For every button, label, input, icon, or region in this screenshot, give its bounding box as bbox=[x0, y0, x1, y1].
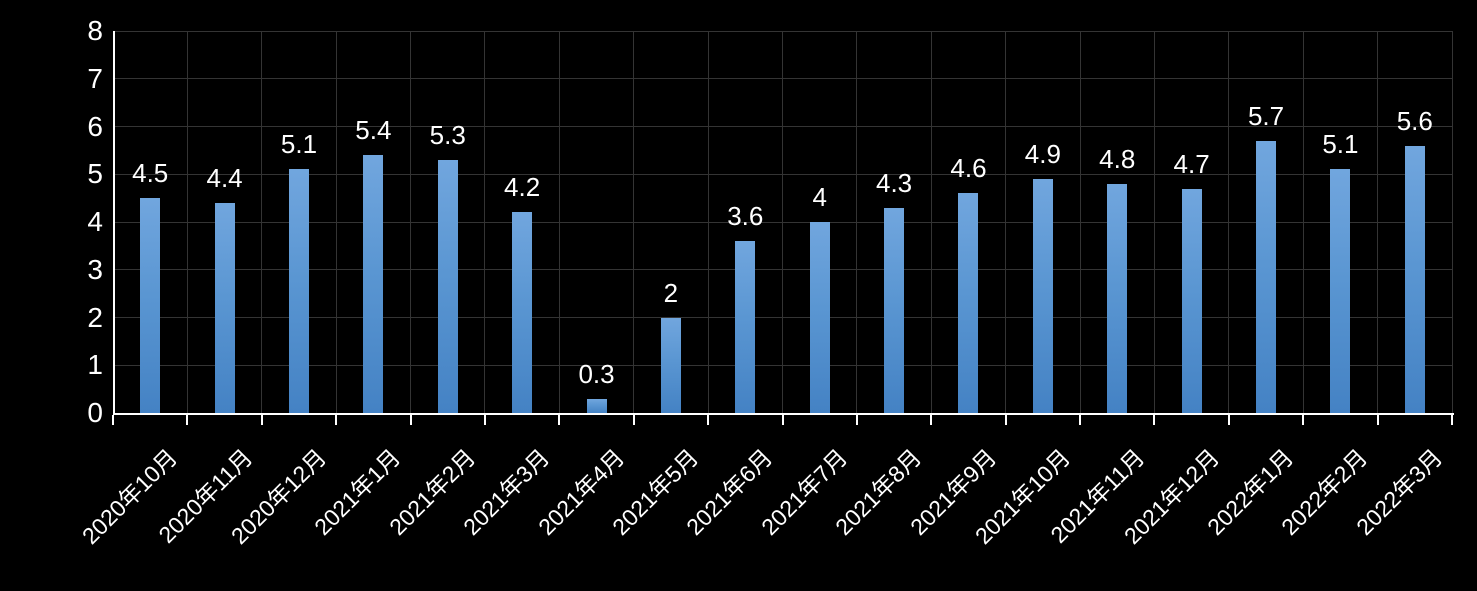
x-axis-tick-mark bbox=[335, 415, 338, 425]
x-axis-tick-mark bbox=[1079, 415, 1082, 425]
vertical-gridline bbox=[484, 31, 486, 413]
bar-value-label: 5.1 bbox=[280, 129, 318, 160]
y-axis-tick-label: 1 bbox=[87, 349, 103, 381]
vertical-gridline bbox=[633, 31, 635, 413]
x-axis-tick-mark bbox=[1302, 415, 1305, 425]
vertical-gridline bbox=[335, 31, 337, 413]
vertical-gridline bbox=[1079, 31, 1081, 413]
bar-value-label: 5.1 bbox=[1322, 129, 1359, 160]
bar bbox=[1107, 183, 1128, 413]
bar bbox=[660, 317, 681, 413]
bar-value-label: 5.6 bbox=[1396, 105, 1433, 136]
vertical-gridline bbox=[1451, 31, 1453, 413]
vertical-gridline bbox=[558, 31, 560, 413]
vertical-gridline bbox=[410, 31, 412, 413]
y-axis-tick-label: 5 bbox=[87, 158, 103, 190]
bar-value-label: 4.5 bbox=[132, 158, 169, 189]
x-axis-tick-mark bbox=[558, 415, 561, 425]
x-axis-line bbox=[113, 413, 1454, 415]
y-axis-line bbox=[113, 31, 115, 415]
y-axis-tick-label: 7 bbox=[87, 62, 103, 94]
bar-value-label: 5.3 bbox=[429, 119, 466, 150]
bar bbox=[1181, 188, 1202, 413]
bar-value-label: 4.8 bbox=[1099, 143, 1136, 174]
vertical-gridline bbox=[707, 31, 709, 413]
vertical-gridline bbox=[261, 31, 263, 413]
bar bbox=[437, 159, 458, 413]
y-axis-tick-label: 2 bbox=[87, 301, 103, 333]
bar bbox=[1256, 140, 1277, 413]
bar-value-label: 4.3 bbox=[876, 167, 913, 198]
x-axis-tick-mark bbox=[1227, 415, 1230, 425]
vertical-gridline bbox=[1153, 31, 1155, 413]
bar bbox=[1032, 179, 1053, 413]
x-axis-tick-mark bbox=[260, 415, 263, 425]
vertical-gridline bbox=[782, 31, 783, 413]
bar-value-label: 4.6 bbox=[950, 153, 987, 184]
bar bbox=[363, 155, 384, 413]
bar-value-label: 4.7 bbox=[1173, 148, 1210, 179]
bar bbox=[140, 198, 161, 413]
bar-value-label: 0.3 bbox=[578, 358, 615, 389]
y-axis-tick-label: 3 bbox=[87, 253, 103, 285]
x-axis-tick-mark bbox=[112, 415, 114, 425]
vertical-gridline bbox=[1005, 31, 1007, 413]
bar-value-label: 4.4 bbox=[206, 162, 243, 193]
y-axis-tick-label: 6 bbox=[87, 110, 103, 142]
x-axis-tick-mark bbox=[707, 415, 710, 425]
x-axis-tick-mark bbox=[855, 415, 858, 425]
x-axis-tick-mark bbox=[186, 415, 189, 425]
vertical-gridline bbox=[1377, 31, 1379, 413]
bar bbox=[1330, 169, 1351, 413]
bar-value-label: 2 bbox=[663, 277, 679, 308]
bar bbox=[512, 212, 533, 413]
x-axis-tick-mark bbox=[483, 415, 486, 425]
vertical-gridline bbox=[1228, 31, 1230, 413]
vertical-gridline bbox=[930, 31, 932, 413]
bar-value-label: 4.9 bbox=[1024, 139, 1061, 170]
x-axis-tick-mark bbox=[1376, 415, 1379, 425]
vertical-gridline bbox=[186, 31, 188, 413]
bar bbox=[735, 241, 756, 413]
x-axis-tick-mark bbox=[409, 415, 412, 425]
bar bbox=[958, 193, 979, 413]
bar bbox=[884, 207, 905, 413]
bar bbox=[586, 398, 607, 413]
y-axis-tick-label: 4 bbox=[87, 206, 103, 237]
x-axis-tick-mark bbox=[1451, 415, 1453, 425]
bar-value-label: 3.6 bbox=[727, 201, 764, 232]
x-axis-tick-mark bbox=[1153, 415, 1156, 425]
x-axis-tick-mark bbox=[930, 415, 933, 425]
bar-value-label: 5.4 bbox=[355, 115, 392, 146]
bar-value-label: 4.2 bbox=[504, 172, 541, 203]
vertical-gridline bbox=[1302, 31, 1304, 413]
bar bbox=[1404, 145, 1425, 413]
x-axis-tick-mark bbox=[1004, 415, 1007, 425]
bar bbox=[214, 202, 235, 413]
bar bbox=[288, 169, 309, 413]
x-axis-tick-mark bbox=[632, 415, 635, 425]
y-axis-tick-label: 0 bbox=[87, 397, 103, 428]
x-axis-tick-mark bbox=[781, 415, 784, 425]
bar-value-label: 4 bbox=[812, 182, 827, 212]
vertical-gridline bbox=[856, 31, 858, 413]
y-axis-tick-label: 8 bbox=[87, 15, 103, 46]
bar bbox=[809, 222, 830, 413]
bar-value-label: 5.7 bbox=[1247, 100, 1285, 131]
